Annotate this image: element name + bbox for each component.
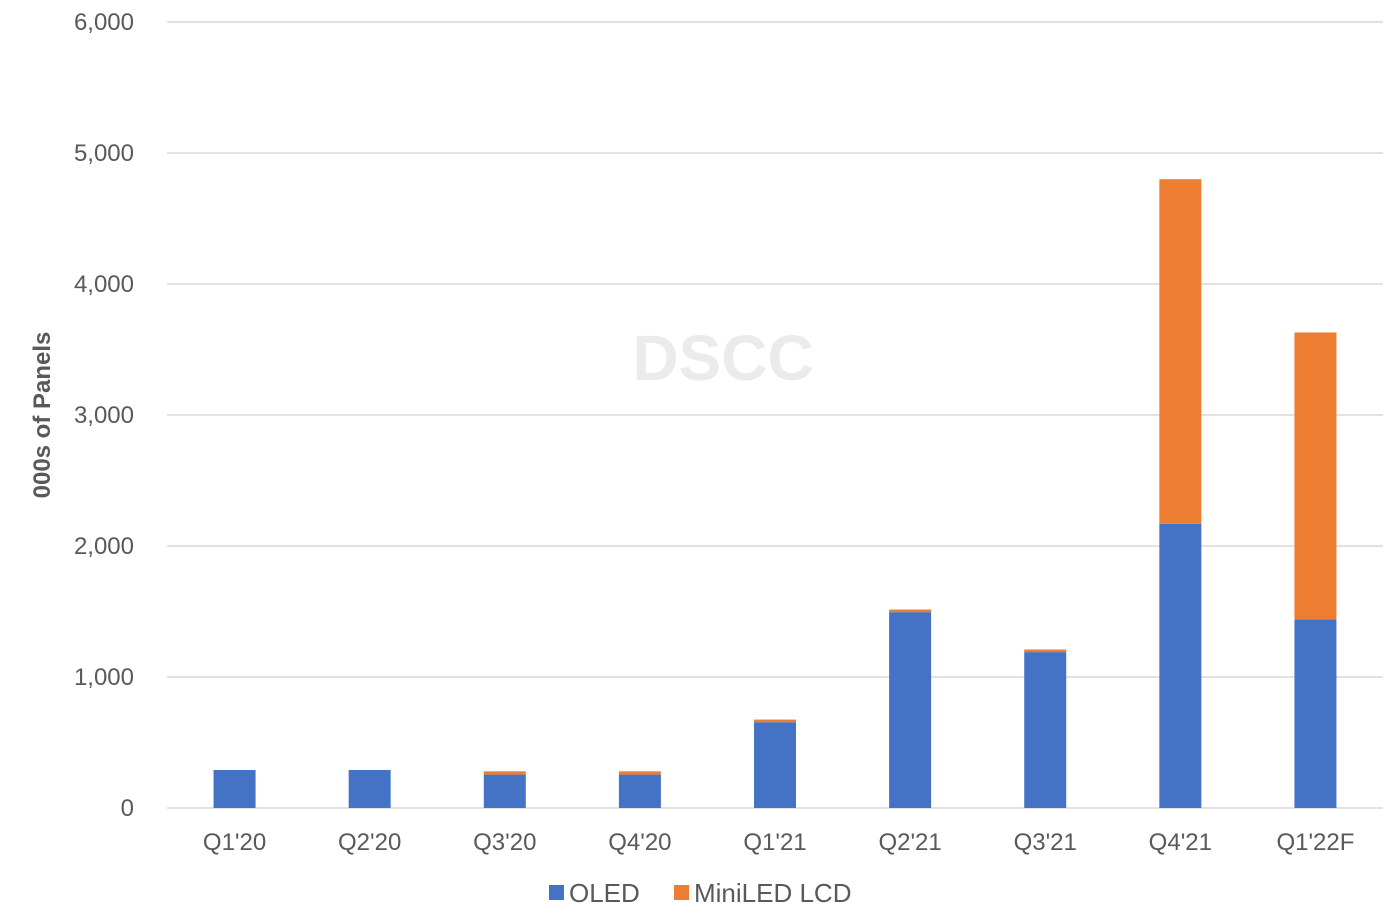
bar-miniled-lcd: [618, 771, 661, 775]
watermark: DSCC: [632, 322, 813, 394]
legend-label: MiniLED LCD: [694, 878, 852, 908]
y-tick-label: 4,000: [74, 271, 134, 298]
legend-label: OLED: [569, 878, 640, 908]
legend: OLED MiniLED LCD: [549, 878, 852, 908]
x-tick-label: Q2'20: [338, 829, 401, 856]
y-axis-title: 000s of Panels: [29, 332, 56, 499]
y-tick-label: 6,000: [74, 9, 134, 36]
bar-oled: [1159, 523, 1202, 808]
legend-swatch: [674, 885, 689, 900]
legend-item-miniled-lcd: MiniLED LCD: [674, 878, 852, 908]
x-tick-label: Q4'21: [1149, 829, 1212, 856]
x-tick-label: Q3'20: [473, 829, 536, 856]
x-tick-label: Q2'21: [878, 829, 941, 856]
x-tick-labels: Q1'20 Q2'20 Q3'20 Q4'20 Q1'21 Q2'21 Q3'21 Q4'21…: [203, 829, 1355, 856]
y-tick-label: 3,000: [74, 402, 134, 429]
bar-oled: [1024, 652, 1067, 808]
bar-miniled-lcd: [1294, 332, 1337, 620]
bar-oled: [348, 770, 391, 808]
legend-item-oled: OLED: [549, 878, 640, 908]
bar-oled: [889, 612, 932, 808]
x-tick-label: Q1'20: [203, 829, 266, 856]
bar-oled: [1294, 619, 1337, 808]
bar-oled: [754, 722, 796, 808]
bar-oled: [213, 770, 256, 808]
y-tick-labels: 0 1,000 2,000 3,000 4,000 5,000 6,000: [74, 9, 134, 822]
x-tick-label: Q1'21: [743, 829, 806, 856]
gridlines: [167, 21, 1383, 809]
x-tick-label: Q3'21: [1014, 829, 1077, 856]
y-tick-label: 1,000: [74, 664, 134, 691]
y-tick-label: 2,000: [74, 533, 134, 560]
x-tick-label: Q1'22F: [1276, 829, 1354, 856]
bar-oled: [618, 774, 661, 808]
bar-miniled-lcd: [1159, 179, 1202, 524]
legend-swatch: [549, 885, 564, 900]
y-tick-label: 5,000: [74, 140, 134, 167]
bar-miniled-lcd: [1024, 649, 1067, 653]
bar-miniled-lcd: [889, 609, 932, 613]
x-tick-label: Q4'20: [608, 829, 671, 856]
bar-miniled-lcd: [754, 719, 796, 723]
bar-oled: [483, 774, 526, 808]
bars: [213, 179, 1337, 808]
bar-miniled-lcd: [483, 771, 526, 775]
y-tick-label: 0: [121, 795, 134, 822]
